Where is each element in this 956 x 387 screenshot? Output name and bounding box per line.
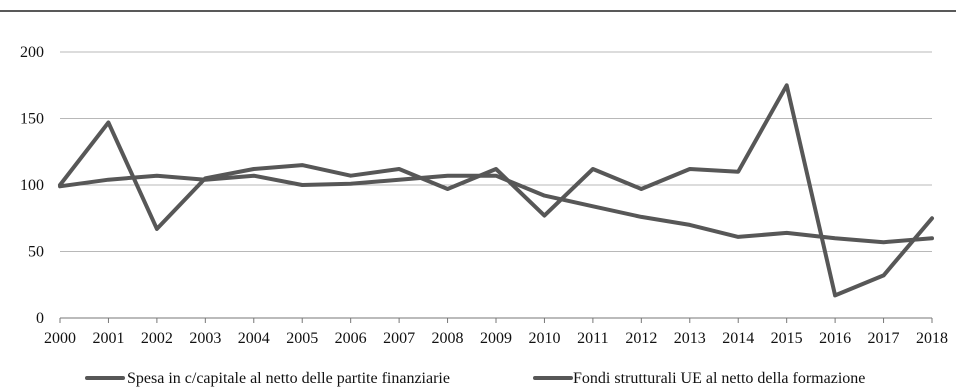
- x-tick-label: 2013: [674, 330, 706, 347]
- x-tick-label: 2015: [771, 330, 803, 347]
- x-tick-label: 2018: [916, 330, 948, 347]
- y-tick-label: 100: [20, 177, 44, 194]
- legend: Spesa in c/capitale al netto delle parti…: [85, 370, 865, 387]
- legend-label-2: Fondi strutturali UE al netto della form…: [573, 370, 865, 387]
- x-tick-label: 2014: [722, 330, 754, 347]
- x-tick-label: 2003: [189, 330, 221, 347]
- x-tick-label: 2001: [92, 330, 124, 347]
- x-tick-label: 2016: [819, 330, 851, 347]
- x-tick-label: 2010: [528, 330, 560, 347]
- x-tick-label: 2004: [238, 330, 270, 347]
- x-tick-label: 2008: [432, 330, 464, 347]
- x-axis-ticks: 2000 2001 2002 2003 2004 2005 2006 2007 2008 2009…: [44, 318, 948, 347]
- legend-label-1: Spesa in c/capitale al netto delle parti…: [127, 370, 450, 387]
- gridlines: [60, 51, 932, 319]
- y-axis-ticks: 0 50 100 150 200: [20, 44, 44, 327]
- y-tick-label: 150: [20, 111, 44, 128]
- y-tick-label: 50: [28, 244, 44, 261]
- x-tick-label: 2017: [868, 330, 900, 347]
- series-lines: [58, 83, 934, 298]
- x-tick-label: 2000: [44, 330, 76, 347]
- series-line-1: [58, 83, 934, 298]
- x-tick-label: 2005: [286, 330, 318, 347]
- y-tick-label: 0: [36, 310, 44, 327]
- series-line-2: [58, 173, 934, 245]
- x-tick-label: 2012: [625, 330, 657, 347]
- x-tick-label: 2009: [480, 330, 512, 347]
- x-tick-label: 2011: [577, 330, 608, 347]
- x-tick-label: 2007: [383, 330, 415, 347]
- y-tick-label: 200: [20, 44, 44, 61]
- x-tick-label: 2006: [335, 330, 367, 347]
- x-tick-label: 2002: [141, 330, 173, 347]
